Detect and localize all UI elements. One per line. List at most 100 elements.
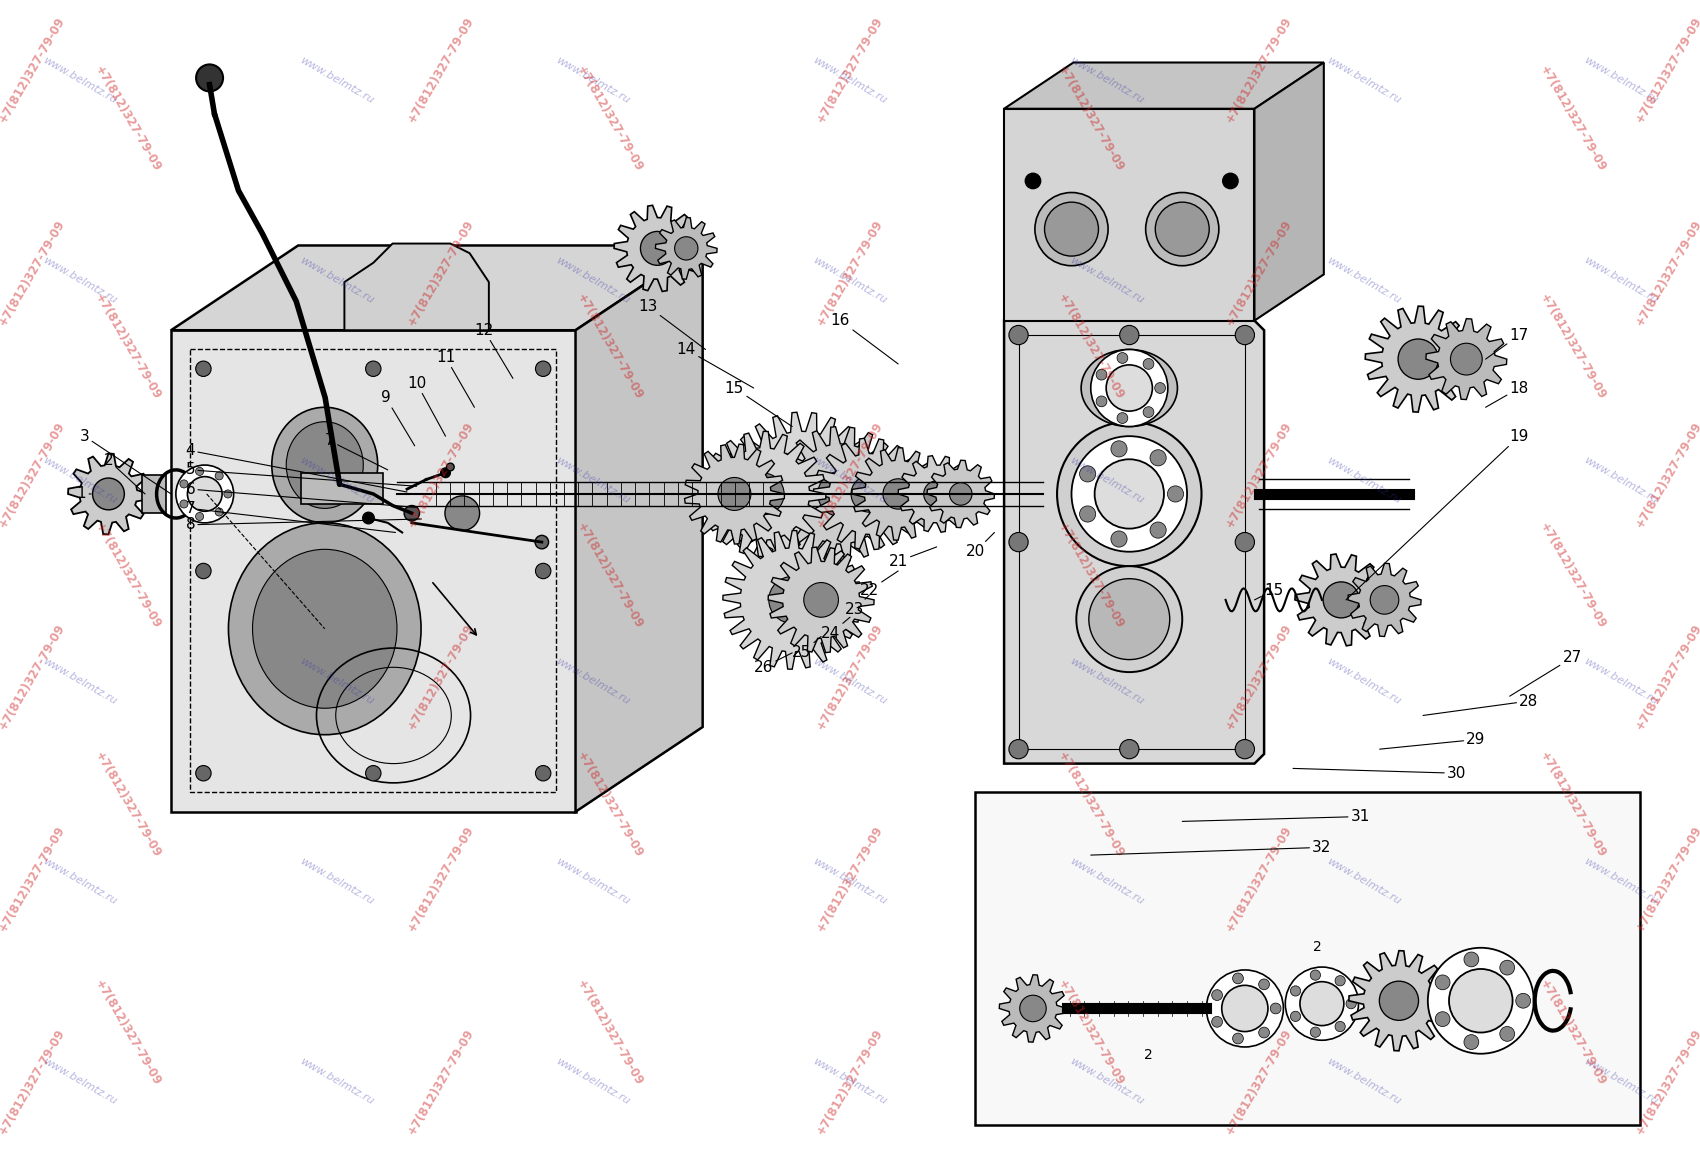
Text: www.belmtz.ru: www.belmtz.ru [554,856,632,907]
Text: 29: 29 [1380,732,1486,749]
Polygon shape [1348,950,1448,1051]
Circle shape [445,495,479,531]
Polygon shape [172,331,576,812]
Text: +7(812)327-79-09: +7(812)327-79-09 [573,749,644,859]
Ellipse shape [286,422,364,508]
Text: +7(812)327-79-09: +7(812)327-79-09 [1634,622,1700,733]
Circle shape [1110,441,1127,457]
Text: +7(812)327-79-09: +7(812)327-79-09 [1056,63,1127,174]
Circle shape [187,477,223,511]
Text: 26: 26 [753,653,792,675]
Text: +7(812)327-79-09: +7(812)327-79-09 [1634,824,1700,934]
Text: +7(812)327-79-09: +7(812)327-79-09 [573,291,644,402]
Circle shape [1236,325,1255,344]
Text: www.belmtz.ru: www.belmtz.ru [811,455,889,506]
Circle shape [1232,1033,1243,1044]
Text: www.belmtz.ru: www.belmtz.ru [554,455,632,506]
Circle shape [1435,1011,1450,1026]
Text: www.belmtz.ru: www.belmtz.ru [41,255,119,305]
Circle shape [1088,578,1170,660]
Text: 12: 12 [474,323,513,378]
Text: +7(812)327-79-09: +7(812)327-79-09 [1634,419,1700,530]
Text: +7(812)327-79-09: +7(812)327-79-09 [1537,63,1608,174]
Circle shape [641,232,675,265]
Circle shape [1073,438,1185,550]
Circle shape [1142,358,1154,370]
Text: +7(812)327-79-09: +7(812)327-79-09 [1224,622,1295,733]
Text: www.belmtz.ru: www.belmtz.ru [41,655,119,706]
Circle shape [675,236,699,260]
Ellipse shape [1081,349,1178,426]
Circle shape [536,563,551,578]
Circle shape [196,766,211,781]
Ellipse shape [272,408,377,523]
Polygon shape [898,456,976,532]
Text: +7(812)327-79-09: +7(812)327-79-09 [1224,15,1295,126]
Circle shape [1290,1011,1300,1022]
Text: +7(812)327-79-09: +7(812)327-79-09 [92,749,163,859]
Text: +7(812)327-79-09: +7(812)327-79-09 [92,521,163,631]
Text: +7(812)327-79-09: +7(812)327-79-09 [814,15,886,126]
Text: +7(812)327-79-09: +7(812)327-79-09 [1056,978,1127,1089]
Circle shape [950,483,972,506]
Circle shape [1020,995,1046,1022]
Text: www.belmtz.ru: www.belmtz.ru [298,1056,376,1107]
Text: +7(812)327-79-09: +7(812)327-79-09 [814,824,886,934]
Text: 21: 21 [889,547,937,569]
Circle shape [180,480,189,488]
Text: +7(812)327-79-09: +7(812)327-79-09 [1056,749,1127,859]
Text: 20: 20 [966,532,994,559]
Text: +7(812)327-79-09: +7(812)327-79-09 [0,218,66,327]
Circle shape [1025,173,1040,189]
Text: www.belmtz.ru: www.belmtz.ru [811,655,889,706]
Text: www.belmtz.ru: www.belmtz.ru [554,655,632,706]
Text: 14: 14 [677,342,753,388]
Circle shape [196,563,211,578]
Polygon shape [1426,319,1506,400]
Circle shape [1464,952,1479,967]
Polygon shape [1295,554,1387,646]
Text: www.belmtz.ru: www.belmtz.ru [1581,1056,1659,1107]
Circle shape [1258,979,1270,990]
Circle shape [536,361,551,377]
Circle shape [1300,982,1345,1025]
Circle shape [1270,1003,1282,1014]
Text: +7(812)327-79-09: +7(812)327-79-09 [1634,218,1700,327]
Text: +7(812)327-79-09: +7(812)327-79-09 [0,419,66,530]
Circle shape [366,361,381,377]
Circle shape [768,576,816,623]
Text: +7(812)327-79-09: +7(812)327-79-09 [1224,1026,1295,1137]
Circle shape [1370,585,1399,614]
Text: 10: 10 [406,376,445,437]
Text: www.belmtz.ru: www.belmtz.ru [811,54,889,105]
Circle shape [196,65,223,91]
Circle shape [1110,531,1127,547]
Polygon shape [656,218,717,279]
Text: www.belmtz.ru: www.belmtz.ru [298,856,376,907]
Text: www.belmtz.ru: www.belmtz.ru [1068,455,1146,506]
Ellipse shape [253,550,398,708]
Circle shape [804,583,838,617]
Circle shape [1258,1028,1270,1038]
Text: www.belmtz.ru: www.belmtz.ru [1581,455,1659,506]
Text: 17: 17 [1486,327,1528,359]
Text: +7(812)327-79-09: +7(812)327-79-09 [405,419,476,530]
Text: +7(812)327-79-09: +7(812)327-79-09 [814,622,886,733]
Polygon shape [614,205,700,291]
Circle shape [224,490,231,498]
Circle shape [1222,173,1238,189]
Polygon shape [1005,320,1265,764]
Circle shape [216,508,223,516]
Text: www.belmtz.ru: www.belmtz.ru [1581,54,1659,105]
Text: 4: 4 [185,444,406,492]
Text: 22: 22 [860,571,898,598]
Circle shape [1008,740,1028,759]
Text: +7(812)327-79-09: +7(812)327-79-09 [1537,521,1608,631]
Bar [976,793,1640,1124]
Text: www.belmtz.ru: www.belmtz.ru [1324,255,1402,305]
Text: www.belmtz.ru: www.belmtz.ru [554,54,632,105]
Text: +7(812)327-79-09: +7(812)327-79-09 [814,218,886,327]
Text: 3: 3 [80,429,172,494]
Text: +7(812)327-79-09: +7(812)327-79-09 [573,521,644,631]
Circle shape [1379,982,1418,1021]
